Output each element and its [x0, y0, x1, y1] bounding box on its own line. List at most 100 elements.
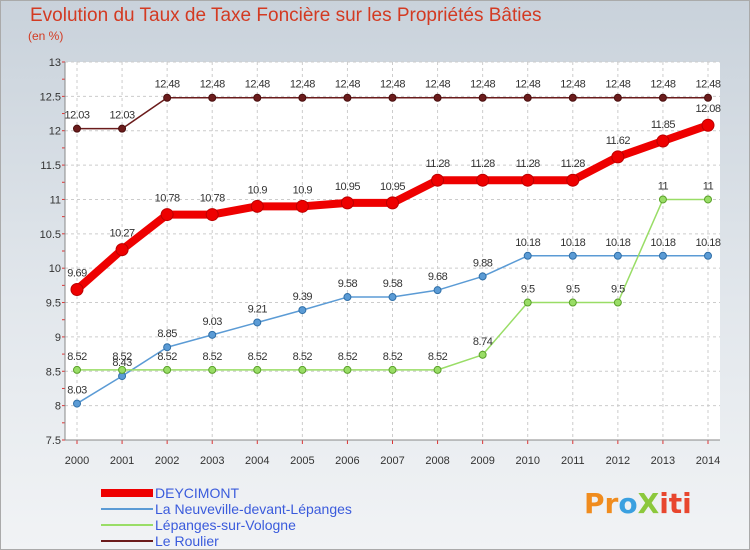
- data-label: 12.48: [380, 79, 405, 91]
- x-tick-label: 2002: [155, 455, 179, 467]
- data-point: [433, 93, 442, 102]
- data-label: 10.18: [515, 237, 540, 249]
- data-label: 9.5: [566, 284, 580, 296]
- data-point: [478, 93, 487, 102]
- data-label: 12.48: [695, 79, 720, 91]
- data-point: [343, 93, 352, 102]
- x-tick-label: 2008: [425, 455, 449, 467]
- y-tick-label: 11: [50, 194, 61, 206]
- data-label: 10.18: [605, 237, 630, 249]
- data-label: 8.52: [112, 351, 132, 363]
- proxiti-logo: ProXiti: [584, 487, 692, 520]
- data-point: [704, 93, 712, 102]
- data-label: 10.78: [200, 193, 225, 205]
- x-tick-label: 2006: [335, 455, 359, 467]
- data-point: [250, 199, 264, 213]
- data-point: [568, 298, 577, 307]
- data-label: 8.52: [428, 351, 448, 363]
- data-label: 10.9: [293, 184, 313, 196]
- data-label: 10.95: [380, 181, 405, 193]
- data-point: [658, 251, 667, 260]
- data-label: 10.18: [695, 237, 720, 249]
- y-tick-label: 8: [55, 401, 61, 413]
- data-point: [208, 330, 217, 339]
- y-tick-label: 8.5: [46, 366, 61, 378]
- data-point: [298, 365, 307, 374]
- data-label: 8.52: [293, 351, 313, 363]
- data-label: 8.52: [203, 351, 223, 363]
- data-point: [704, 251, 712, 260]
- x-tick-label: 2004: [245, 455, 269, 467]
- data-label: 8.85: [157, 328, 177, 340]
- data-label: 9.5: [611, 284, 625, 296]
- data-label: 12.48: [290, 79, 315, 91]
- x-tick-label: 2013: [651, 455, 675, 467]
- data-label: 12.48: [335, 79, 360, 91]
- data-point: [160, 208, 174, 222]
- logo-part-3: X: [637, 487, 660, 520]
- legend-swatch: [101, 508, 153, 510]
- data-label: 11.28: [516, 158, 541, 170]
- y-tick-label: 12.5: [40, 91, 61, 103]
- x-tick-label: 2007: [380, 455, 404, 467]
- data-label: 9.69: [67, 267, 87, 279]
- data-point: [298, 93, 307, 102]
- data-label: 11: [658, 180, 669, 192]
- data-point: [298, 306, 307, 315]
- data-label: 8.52: [383, 351, 403, 363]
- data-point: [433, 286, 442, 295]
- data-label: 10.18: [650, 237, 675, 249]
- data-point: [253, 365, 262, 374]
- data-point: [163, 365, 172, 374]
- data-point: [431, 173, 445, 187]
- x-tick-label: 2014: [696, 455, 720, 467]
- data-point: [523, 298, 532, 307]
- data-label: 9.39: [293, 291, 313, 303]
- data-point: [118, 365, 127, 374]
- data-label: 9.88: [473, 257, 493, 269]
- x-tick-label: 2003: [200, 455, 224, 467]
- data-point: [73, 399, 81, 408]
- data-label: 9.03: [203, 316, 223, 328]
- data-label: 11.28: [425, 158, 450, 170]
- data-label: 10.18: [560, 237, 585, 249]
- data-point: [658, 195, 667, 204]
- data-point: [613, 251, 622, 260]
- unit-label: (en %): [28, 29, 64, 43]
- legend-label: Lépanges-sur-Vologne: [155, 517, 296, 533]
- data-point: [388, 365, 397, 374]
- data-label: 12.48: [560, 79, 585, 91]
- data-point: [523, 251, 532, 260]
- data-point: [208, 365, 217, 374]
- data-point: [73, 124, 81, 133]
- legend-swatch: [101, 524, 153, 526]
- x-tick-label: 2012: [606, 455, 630, 467]
- data-point: [388, 93, 397, 102]
- data-label: 12.48: [605, 79, 630, 91]
- data-label: 8.74: [473, 336, 493, 348]
- data-label: 10.27: [110, 228, 135, 240]
- data-label: 8.03: [67, 385, 87, 397]
- data-label: 12.48: [425, 79, 450, 91]
- data-label: 12.48: [200, 79, 225, 91]
- data-label: 9.21: [248, 303, 268, 315]
- x-tick-label: 2005: [290, 455, 314, 467]
- data-point: [340, 196, 354, 210]
- data-point: [163, 93, 172, 102]
- x-tick-label: 2010: [515, 455, 539, 467]
- y-tick-label: 12: [49, 126, 61, 138]
- data-label: 9.58: [338, 278, 358, 290]
- y-tick-label: 10.5: [40, 229, 61, 241]
- data-label: 9.68: [428, 271, 448, 283]
- data-point: [208, 93, 217, 102]
- data-label: 12.48: [515, 79, 540, 91]
- data-label: 8.43: [112, 357, 132, 369]
- data-point: [343, 365, 352, 374]
- data-label: 8.52: [338, 351, 358, 363]
- data-label: 11: [703, 180, 714, 192]
- data-label: 12.48: [245, 79, 270, 91]
- data-label: 12.03: [110, 110, 135, 122]
- data-label: 12.03: [64, 110, 89, 122]
- x-tick-label: 2009: [470, 455, 494, 467]
- data-point: [163, 343, 172, 352]
